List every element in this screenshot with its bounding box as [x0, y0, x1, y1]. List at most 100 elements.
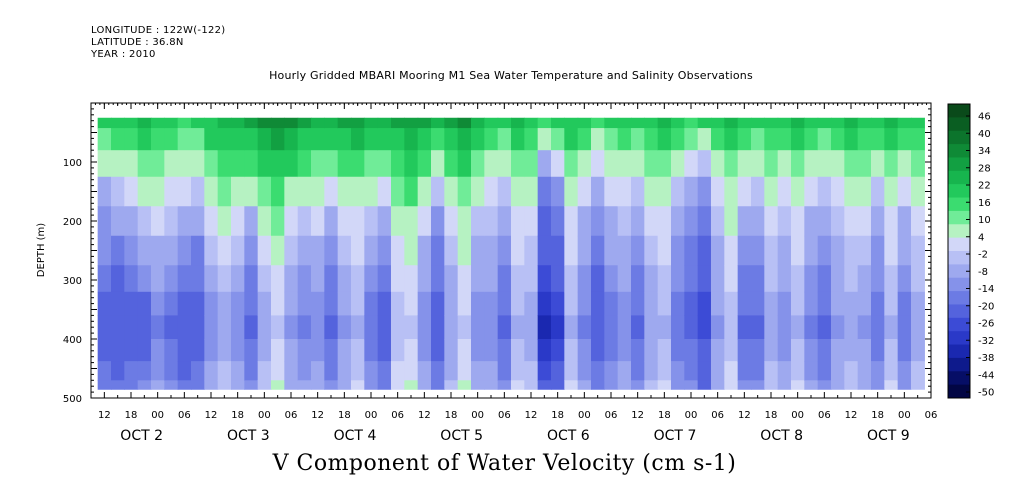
x-day-label: OCT 4 — [334, 428, 377, 444]
heatmap-cell — [311, 150, 325, 177]
heatmap-cell — [884, 177, 898, 207]
heatmap-cell — [618, 206, 632, 236]
heatmap-cell — [484, 380, 498, 389]
heatmap-cell — [684, 177, 698, 207]
heatmap-cell — [204, 150, 218, 177]
heatmap-cell — [351, 206, 365, 236]
heatmap-cell — [658, 128, 672, 151]
heatmap-cell — [324, 339, 338, 362]
heatmap-cell — [524, 380, 538, 389]
heatmap-cell — [178, 150, 192, 177]
heatmap-cell — [578, 128, 592, 151]
heatmap-cell — [684, 265, 698, 292]
heatmap-cell — [338, 380, 352, 389]
heatmap-cell — [698, 292, 712, 316]
heatmap-cell — [378, 380, 392, 389]
heatmap-cell — [818, 265, 832, 292]
heatmap-cell — [258, 339, 272, 362]
heatmap-cell — [311, 339, 325, 362]
x-day-label: OCT 9 — [867, 428, 910, 444]
heatmap-cell — [471, 315, 485, 339]
heatmap-cell — [258, 118, 272, 129]
heatmap-cell — [484, 361, 498, 381]
heatmap-cell — [871, 361, 885, 381]
heatmap-cell — [591, 206, 605, 236]
heatmap-cell — [191, 236, 205, 266]
heatmap-cell — [551, 118, 565, 129]
heatmap-cell — [418, 118, 432, 129]
x-tick-label: 12 — [205, 410, 218, 421]
heatmap-cell — [378, 177, 392, 207]
colorbar-swatch — [948, 117, 970, 131]
heatmap-cell — [631, 292, 645, 316]
colorbar-label: 16 — [978, 198, 991, 209]
heatmap-cell — [671, 118, 685, 129]
heatmap-cell — [738, 361, 752, 381]
colorbar-swatch — [948, 331, 970, 345]
heatmap-cell — [618, 118, 632, 129]
heatmap-cell — [311, 292, 325, 316]
heatmap-cell — [258, 361, 272, 381]
heatmap-cell — [538, 315, 552, 339]
heatmap-cell — [178, 380, 192, 389]
heatmap-cell — [764, 206, 778, 236]
heatmap-cell — [738, 315, 752, 339]
heatmap-cell — [858, 292, 872, 316]
heatmap-cell — [444, 128, 458, 151]
heatmap-cell — [178, 361, 192, 381]
heatmap-cell — [631, 150, 645, 177]
heatmap-cell — [578, 315, 592, 339]
heatmap-cell — [724, 118, 738, 129]
heatmap-cell — [644, 150, 658, 177]
heatmap-cell — [471, 361, 485, 381]
heatmap-cell — [151, 177, 165, 207]
heatmap-cell — [711, 361, 725, 381]
heatmap-cell — [911, 128, 925, 151]
heatmap-cell — [364, 292, 378, 316]
heatmap-cell — [511, 380, 525, 389]
heatmap-cell — [618, 236, 632, 266]
heatmap-cell — [98, 150, 112, 177]
heatmap-cell — [284, 265, 298, 292]
heatmap-cell — [698, 315, 712, 339]
heatmap-cell — [164, 177, 178, 207]
heatmap-cell — [524, 265, 538, 292]
heatmap-cell — [911, 292, 925, 316]
heatmap-cell — [831, 206, 845, 236]
heatmap-cell — [151, 315, 165, 339]
heatmap-cell — [351, 118, 365, 129]
colorbar-swatch — [948, 211, 970, 225]
colorbar-label: 28 — [978, 163, 991, 174]
heatmap-cell — [604, 150, 618, 177]
heatmap-cell — [511, 177, 525, 207]
heatmap-cell — [164, 361, 178, 381]
heatmap-cell — [778, 292, 792, 316]
heatmap-cell — [804, 177, 818, 207]
heatmap-cell — [564, 236, 578, 266]
heatmap-cell — [324, 128, 338, 151]
heatmap-cell — [644, 265, 658, 292]
heatmap-cell — [578, 150, 592, 177]
heatmap-cell — [644, 361, 658, 381]
heatmap-cell — [231, 128, 245, 151]
x-tick-label: 18 — [658, 410, 671, 421]
heatmap-cell — [338, 339, 352, 362]
colorbar-label: -50 — [978, 388, 994, 399]
heatmap-cell — [751, 315, 765, 339]
heatmap-cell — [818, 177, 832, 207]
colorbar-label: -20 — [978, 301, 994, 312]
heatmap-cell — [258, 128, 272, 151]
heatmap-cell — [311, 206, 325, 236]
heatmap-cell — [138, 361, 152, 381]
heatmap-cell — [151, 292, 165, 316]
heatmap-cell — [604, 265, 618, 292]
heatmap-cell — [738, 206, 752, 236]
heatmap-cell — [218, 206, 232, 236]
heatmap-cell — [164, 380, 178, 389]
y-tick-label: 500 — [63, 394, 82, 405]
x-tick-label: 06 — [925, 410, 938, 421]
heatmap-cell — [538, 361, 552, 381]
heatmap-cell — [404, 206, 418, 236]
heatmap-cell — [364, 118, 378, 129]
heatmap-cell — [444, 118, 458, 129]
